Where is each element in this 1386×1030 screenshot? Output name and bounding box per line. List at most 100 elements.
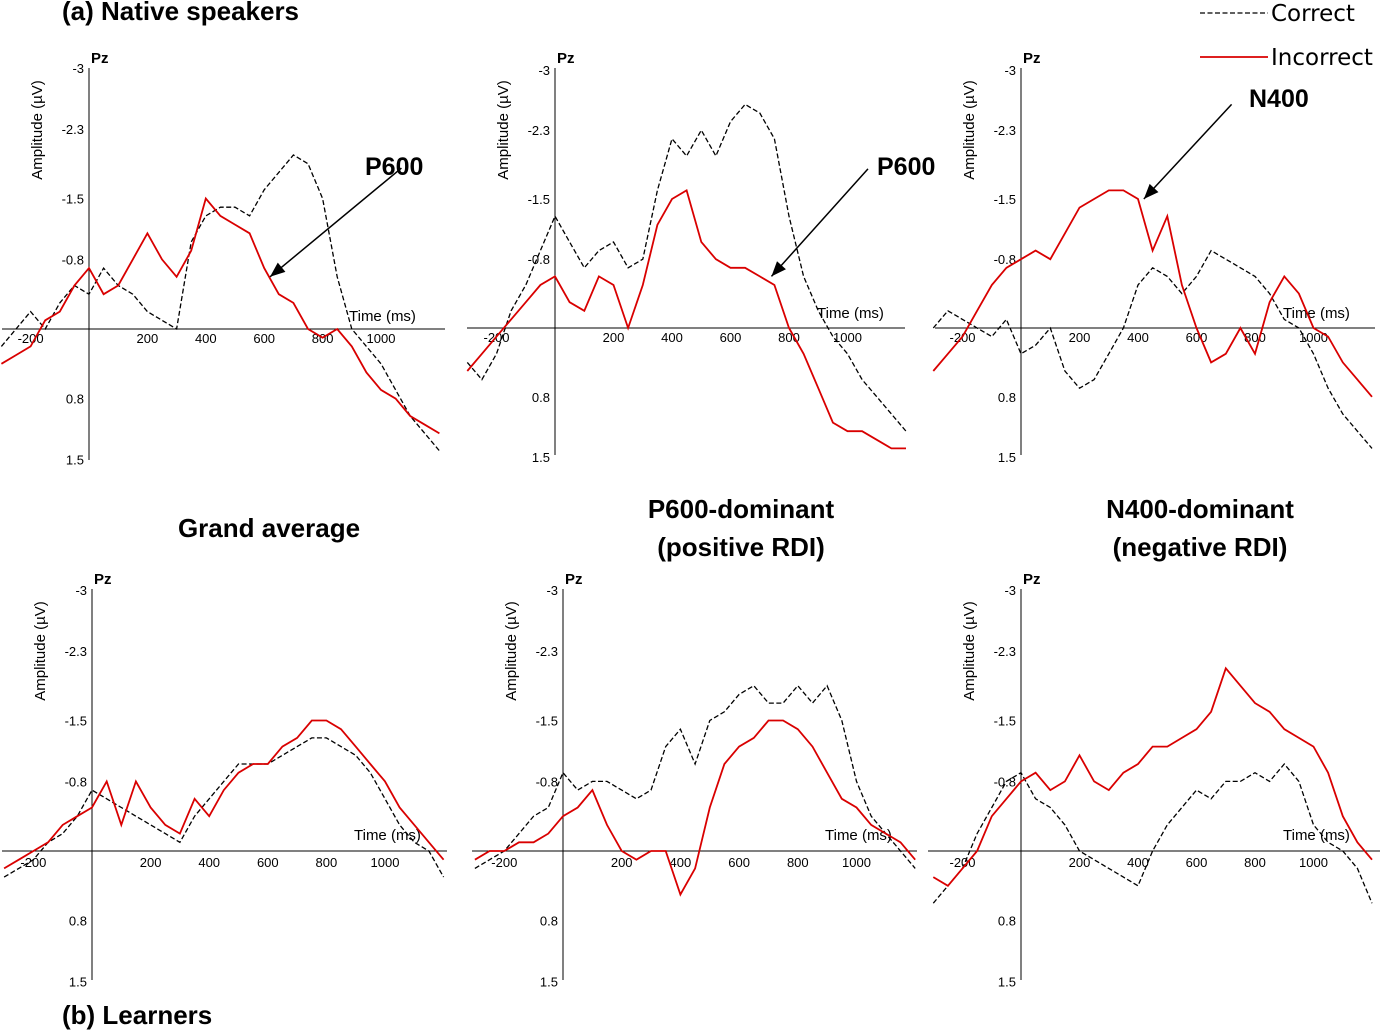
x-tick-label: 1000 [833,330,862,345]
y-tick-label: -1.5 [994,192,1016,207]
y-tick-label: -2.3 [994,123,1016,138]
y-tick-label: -3 [546,583,558,598]
electrode-label: Pz [1023,571,1041,588]
y-tick-label: 1.5 [998,450,1016,465]
y-tick-label: -1.5 [62,192,84,207]
x-axis-label: Time (ms) [825,827,892,844]
annotation-arrowhead [771,261,786,277]
legend-label-incorrect: Incorrect [1271,45,1373,71]
y-axis-label: Amplitude (µV) [961,80,978,180]
erp-panel-6: -3 -2.3 -1.5 -0.8 0.8 1.5 -200 200 400 600 800 1000… [928,571,1380,990]
x-tick-label: 200 [1069,855,1091,870]
x-tick-label: 400 [670,855,692,870]
series-line-incorrect [0,196,440,435]
x-tick-label: 1000 [367,331,396,346]
y-tick-label: -2.3 [62,122,84,137]
x-tick-label: 400 [1127,330,1149,345]
x-tick-label: 1000 [842,855,871,870]
y-tick-label: -0.8 [528,252,550,267]
series-line-correct [932,762,1373,904]
x-tick-label: -200 [491,855,517,870]
x-axis-label: Time (ms) [817,305,884,322]
x-tick-label: 600 [257,855,279,870]
y-axis-label: Amplitude (µV) [495,80,512,180]
x-tick-label: 800 [1244,855,1266,870]
x-tick-label: 400 [195,331,217,346]
x-tick-label: 800 [787,855,809,870]
series-line-correct [466,103,907,432]
column-title-p600-line2: (positive RDI) [657,532,825,562]
annotation-label: P600 [877,153,935,181]
erp-panel-4: -3 -2.3 -1.5 -0.8 0.8 1.5 -200 200 400 600 800 1000… [2,571,447,990]
x-axis-label: Time (ms) [1283,827,1350,844]
column-title-p600-line1: P600-dominant [648,494,835,524]
column-title-n400-line2: (negative RDI) [1113,532,1288,562]
x-tick-label: 400 [198,855,220,870]
column-title-n400-line1: N400-dominant [1106,494,1294,524]
y-tick-label: -0.8 [994,252,1016,267]
y-tick-label: -3 [1004,583,1016,598]
electrode-label: Pz [557,50,575,67]
y-tick-label: -1.5 [528,192,550,207]
y-axis-label: Amplitude (µV) [503,601,520,701]
y-tick-label: 1.5 [66,453,84,468]
y-tick-label: 0.8 [69,914,87,929]
y-tick-label: -0.8 [62,252,84,267]
x-tick-label: 800 [1244,330,1266,345]
y-tick-label: 1.5 [532,450,550,465]
y-tick-label: -3 [72,61,84,76]
x-tick-label: 600 [1186,855,1208,870]
y-tick-label: 1.5 [69,975,87,990]
y-tick-label: -3 [1004,63,1016,78]
annotation-arrow [770,168,869,277]
y-tick-label: 0.8 [532,390,550,405]
annotation-arrow [1143,103,1233,200]
series-line-incorrect [932,189,1373,398]
erp-panel-1: -3-2.3-1.5-0.80.81.5-200 200 400 600 800 1000… [0,50,445,468]
y-tick-label: -0.8 [65,774,87,789]
electrode-label: Pz [1023,50,1041,67]
x-tick-label: 600 [720,330,742,345]
y-axis-label: Amplitude (µV) [29,80,46,180]
x-tick-label: -200 [18,331,44,346]
y-tick-label: -0.8 [536,774,558,789]
x-tick-label: 400 [1127,855,1149,870]
annotation-label: N400 [1249,85,1309,113]
x-tick-label: -200 [949,855,975,870]
y-tick-label: -1.5 [65,714,87,729]
series-line-incorrect [474,719,916,897]
legend: Correct Incorrect [1200,1,1373,71]
x-axis-label: Time (ms) [354,827,421,844]
y-tick-label: 0.8 [66,392,84,407]
x-tick-label: 200 [603,330,625,345]
y-tick-label: -3 [75,583,87,598]
y-tick-label: -1.5 [536,714,558,729]
x-tick-label: 600 [253,331,275,346]
x-tick-label: 200 [137,331,159,346]
x-tick-label: 200 [140,855,162,870]
electrode-label: Pz [94,571,112,588]
legend-label-correct: Correct [1271,1,1355,27]
x-tick-label: 1000 [371,855,400,870]
erp-panel-2: -3-2.3-1.5-0.80.81.5-200 200 400 600 800 1000… [466,50,935,465]
annotation-arrow [269,167,402,278]
y-tick-label: 1.5 [998,975,1016,990]
x-tick-label: 600 [1186,330,1208,345]
y-axis-label: Amplitude (µV) [961,601,978,701]
y-tick-label: -3 [538,63,550,78]
x-axis-label: Time (ms) [1283,305,1350,322]
y-tick-label: 0.8 [540,914,558,929]
x-tick-label: 200 [1069,330,1091,345]
y-tick-label: 0.8 [998,390,1016,405]
x-tick-label: 800 [778,330,800,345]
erp-panel-5: -3 -2.3 -1.5 -0.8 0.8 1.5 -200 200 400 600 800 1000… [472,571,917,990]
annotation-label: P600 [365,153,423,181]
series-line-correct [932,249,1373,449]
y-axis-label: Amplitude (µV) [32,601,49,701]
y-tick-label: 1.5 [540,975,558,990]
y-tick-label: -0.8 [994,774,1016,789]
x-axis-label: Time (ms) [349,308,416,325]
y-tick-label: 0.8 [998,914,1016,929]
series-line-correct [3,737,445,878]
